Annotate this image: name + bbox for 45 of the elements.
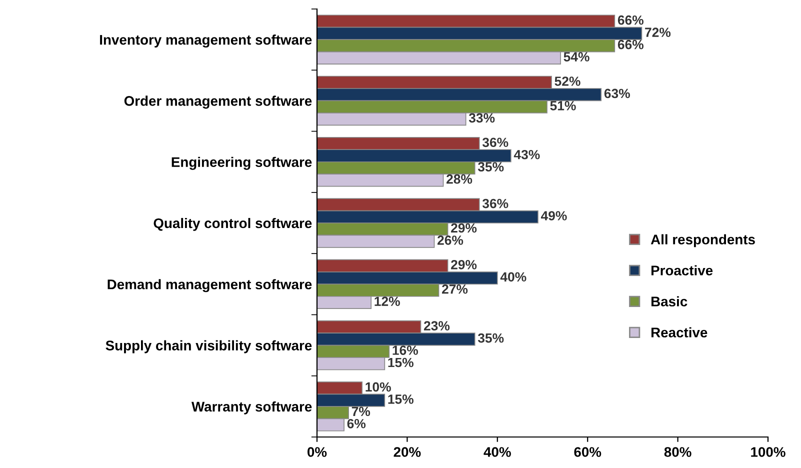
y-tick-label: Inventory management software xyxy=(100,34,312,48)
data-label: 16% xyxy=(392,346,418,355)
data-label: 66% xyxy=(618,15,644,25)
y-tick-label: Order management software xyxy=(124,96,312,109)
x-tick-label: 80% xyxy=(664,447,692,457)
x-tick-label: 40% xyxy=(484,447,511,457)
legend-label: Reactive xyxy=(651,327,708,338)
data-label: 15% xyxy=(388,394,414,404)
x-tick-label: 100% xyxy=(751,447,786,457)
data-label: 10% xyxy=(366,382,391,392)
data-label: 26% xyxy=(437,236,464,245)
data-label: 63% xyxy=(604,88,630,98)
data-label: 29% xyxy=(451,260,477,270)
x-tick-label: 20% xyxy=(394,447,421,457)
x-tick-label: 60% xyxy=(574,447,602,457)
data-label: 15% xyxy=(388,358,414,368)
y-tick-label: Quality control software xyxy=(154,218,312,231)
y-tick-label: Engineering software xyxy=(172,156,312,170)
data-label: 43% xyxy=(514,150,540,160)
data-label: 36% xyxy=(482,198,508,208)
y-tick-label: Supply chain visibility software xyxy=(106,340,312,354)
legend-label: Basic xyxy=(651,296,688,306)
data-label: 35% xyxy=(478,162,504,172)
legend-label: All respondents xyxy=(650,234,755,248)
data-label: 40% xyxy=(500,272,526,282)
data-label: 28% xyxy=(446,174,472,184)
data-label: 49% xyxy=(540,211,567,220)
data-label: 27% xyxy=(442,284,468,294)
data-label: 36% xyxy=(482,138,508,148)
data-label: 54% xyxy=(564,52,590,62)
data-label: 29% xyxy=(451,223,477,233)
data-label: 6% xyxy=(347,418,366,428)
data-label: 7% xyxy=(352,406,370,416)
y-tick-label: Demand management software xyxy=(108,279,312,292)
data-label: 33% xyxy=(468,113,495,123)
data-label: 72% xyxy=(645,28,671,37)
data-label: 12% xyxy=(374,296,400,306)
data-label: 66% xyxy=(618,40,644,50)
data-label: 52% xyxy=(554,76,580,86)
data-label: 51% xyxy=(550,101,576,110)
legend-label: Proactive xyxy=(651,265,713,276)
y-tick-label: Warranty software xyxy=(192,401,312,414)
data-label: 35% xyxy=(478,333,504,343)
data-label: 23% xyxy=(424,321,450,331)
x-tick-label: 0% xyxy=(308,447,327,457)
